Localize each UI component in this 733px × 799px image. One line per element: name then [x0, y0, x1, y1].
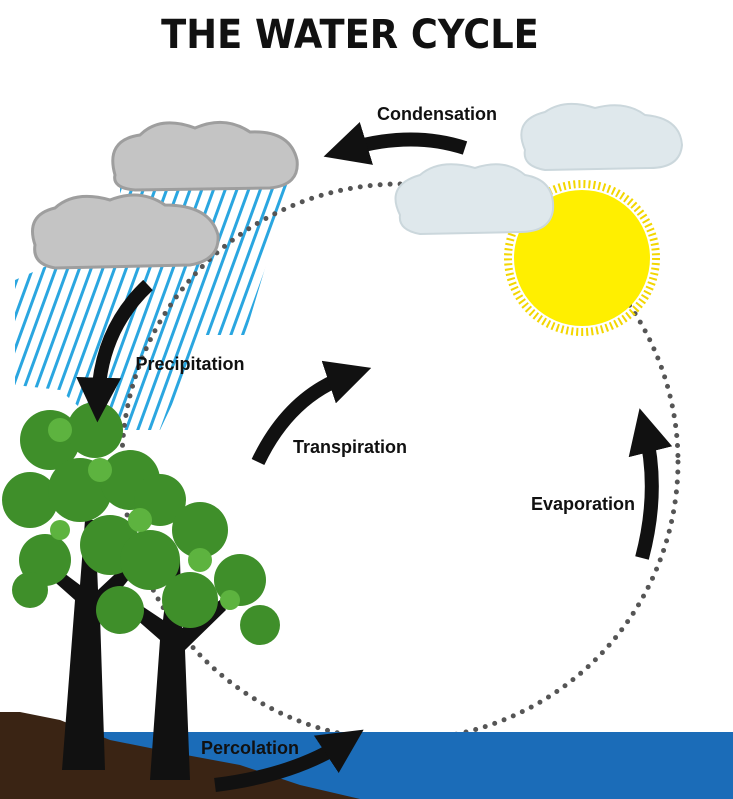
- stage-label: Evaporation: [531, 494, 635, 514]
- stage-label: Precipitation: [135, 354, 244, 374]
- stage-label: Transpiration: [293, 437, 407, 457]
- stage-label: Percolation: [201, 738, 299, 758]
- evaporation-arrow: [642, 430, 652, 558]
- title: THE WATER CYCLE: [161, 12, 539, 59]
- water-cycle-diagram: THE WATER CYCLE: [0, 0, 733, 799]
- stage-label: Condensation: [377, 104, 497, 124]
- condensation-arrow: [345, 139, 465, 150]
